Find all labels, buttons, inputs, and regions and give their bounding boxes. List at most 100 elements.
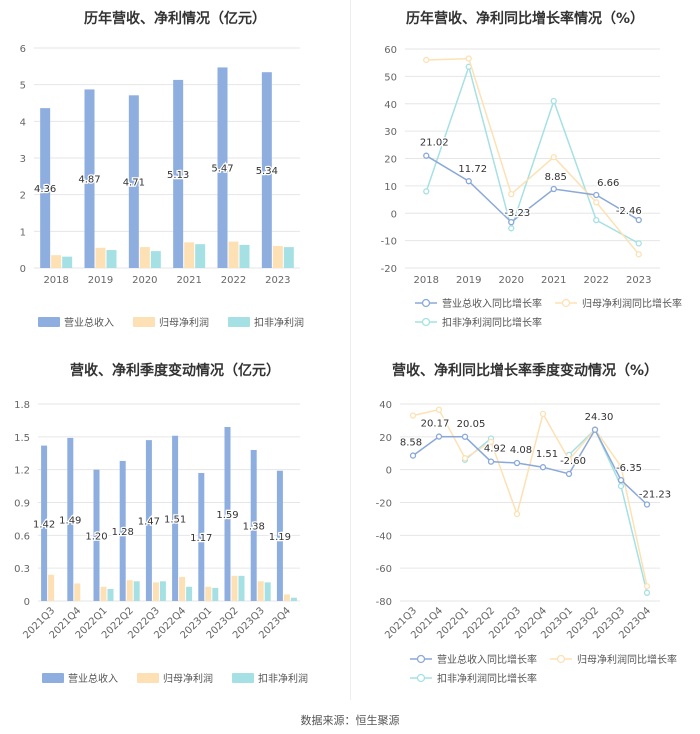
data-label: 4.92 xyxy=(484,444,506,455)
data-source: 数据来源：恒生聚源 xyxy=(300,714,400,727)
series-line xyxy=(412,408,648,587)
annual-revenue-profit-panel: 历年营收、净利情况（亿元） 0 1 2 3 4 5 6 2018 2019 2020 2021 202… xyxy=(0,0,350,345)
data-point xyxy=(643,589,651,596)
y-tick-label: -40 xyxy=(376,531,392,542)
bar xyxy=(261,72,272,268)
bar xyxy=(231,575,238,601)
x-tick-label: 2023 xyxy=(626,275,651,286)
data-point xyxy=(539,410,547,417)
bar xyxy=(283,594,290,601)
data-point xyxy=(423,56,430,64)
y-tick-label: 0 xyxy=(20,264,26,275)
bar xyxy=(276,470,283,601)
data-point xyxy=(635,251,642,258)
bar xyxy=(217,67,228,268)
data-label: 1.38 xyxy=(243,521,265,532)
legend-label: 营业总收入 xyxy=(68,672,118,685)
data-label: 1.17 xyxy=(190,533,212,544)
data-label: 1.51 xyxy=(536,449,558,460)
x-tick-label: 2022 xyxy=(221,275,246,286)
series-line xyxy=(412,428,648,506)
data-point xyxy=(550,97,557,105)
y-tick-label: -80 xyxy=(376,597,392,608)
bar xyxy=(95,247,106,268)
bar xyxy=(106,250,117,268)
legend-swatch xyxy=(137,673,159,683)
bar xyxy=(173,79,184,269)
legend-label: 归母净利润 xyxy=(159,316,209,329)
bar xyxy=(150,251,161,268)
data-point xyxy=(423,152,430,159)
data-label: 5.47 xyxy=(211,164,233,175)
bar xyxy=(264,582,271,601)
x-tick-label: 2018 xyxy=(43,275,68,286)
x-tick-label: 2019 xyxy=(88,275,113,286)
bar xyxy=(238,575,245,601)
chart-title: 历年营收、净利同比增长率情况（%） xyxy=(405,11,645,27)
bar xyxy=(159,581,166,601)
chart-title: 营收、净利季度变动情况（亿元） xyxy=(70,363,280,379)
data-label: 5.13 xyxy=(167,170,189,181)
x-tick-label: 2023 xyxy=(265,275,290,286)
y-tick-label: 0 xyxy=(24,597,30,608)
bar xyxy=(186,586,193,601)
bar xyxy=(152,582,159,601)
bar xyxy=(145,440,152,601)
annual-revenue-profit-chart: 0 1 2 3 4 5 6 2018 2019 2020 2021 2022 2023 4.36 4.87 4… xyxy=(20,44,304,329)
legend-swatch xyxy=(133,317,155,327)
data-point xyxy=(465,178,472,185)
legend-label: 扣非净利润同比增长率 xyxy=(437,672,537,685)
data-point xyxy=(635,216,642,224)
legend-label: 营业总收入 xyxy=(64,316,114,329)
data-point xyxy=(508,190,515,198)
bar xyxy=(119,460,126,601)
bar xyxy=(107,588,114,601)
data-label: -3.23 xyxy=(504,208,530,219)
legend-label: 扣非净利润 xyxy=(254,316,304,329)
data-point xyxy=(565,470,573,478)
data-label: 24.30 xyxy=(585,412,614,423)
data-point xyxy=(593,216,600,224)
bar xyxy=(67,437,74,601)
bar xyxy=(139,247,150,268)
bar xyxy=(133,581,140,601)
data-label: 4.71 xyxy=(123,178,145,189)
chart-title: 历年营收、净利情况（亿元） xyxy=(84,11,266,27)
series-line xyxy=(425,155,640,224)
data-point xyxy=(435,406,443,413)
y-tick-label: 1 xyxy=(20,227,26,238)
data-point xyxy=(487,458,495,465)
data-point xyxy=(435,433,443,440)
bar xyxy=(179,576,186,601)
bar xyxy=(74,583,81,601)
chart-title: 营收、净利同比增长率季度变动情况（%） xyxy=(391,363,659,379)
data-point xyxy=(593,199,600,206)
bar xyxy=(184,242,195,268)
data-point xyxy=(565,456,573,463)
data-point xyxy=(513,510,521,518)
bar xyxy=(41,445,48,601)
data-point xyxy=(593,191,600,199)
x-tick-label: 2019 xyxy=(456,275,481,286)
bar xyxy=(128,95,139,268)
bar xyxy=(126,580,133,601)
data-label: 4.36 xyxy=(34,184,56,195)
data-label: -6.35 xyxy=(616,463,642,474)
bar xyxy=(228,241,239,268)
annual-growth-chart: -20 -10 0 10 20 30 40 50 60 2018 2019 2020 2021 2022 2… xyxy=(381,45,682,329)
bar xyxy=(290,597,297,601)
y-tick-label: 0 xyxy=(391,209,397,220)
legend-label: 扣非净利润同比增长率 xyxy=(442,316,542,329)
data-point xyxy=(508,225,515,232)
data-label: 11.72 xyxy=(458,164,487,175)
data-point xyxy=(550,153,557,161)
y-tick-label: 30 xyxy=(384,127,397,138)
bar xyxy=(224,426,231,601)
y-tick-label: -20 xyxy=(376,499,392,510)
bar xyxy=(51,255,62,268)
y-tick-label: 4 xyxy=(20,117,26,128)
data-label: 5.34 xyxy=(256,166,278,177)
bar xyxy=(250,449,257,601)
bar xyxy=(100,586,107,601)
data-point xyxy=(461,455,469,462)
